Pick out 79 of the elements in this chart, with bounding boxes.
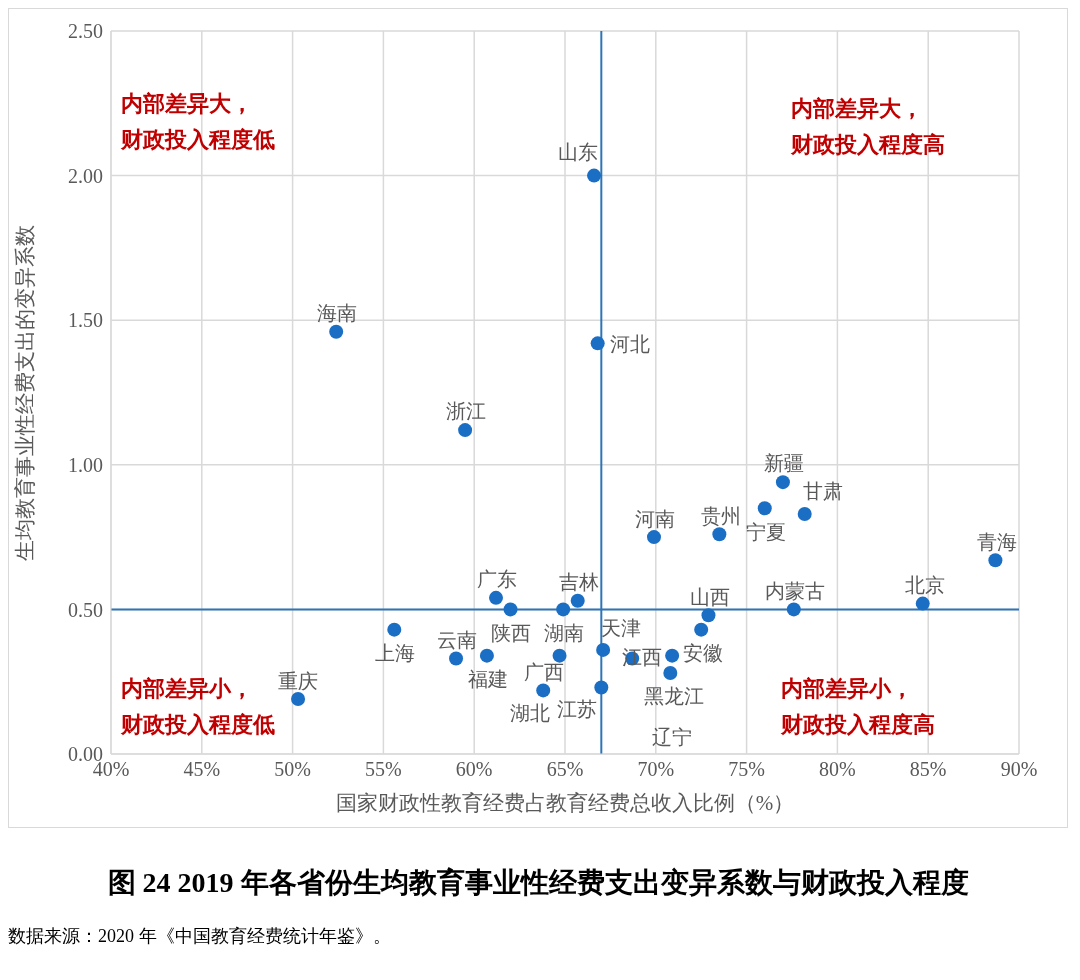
- point: [757, 501, 772, 516]
- annotation: 湖北: [509, 702, 550, 725]
- annotation: 吉林: [558, 571, 599, 594]
- annotation: 广东: [476, 568, 517, 591]
- annotation: 新疆: [764, 452, 805, 475]
- x-tick-label: 55%: [365, 758, 402, 781]
- point: [694, 622, 709, 637]
- x-tick-label: 80%: [819, 758, 856, 781]
- annotation: 内部差异大，财政投入程度高: [790, 96, 945, 157]
- annotation: 贵州: [700, 504, 741, 527]
- point: [590, 336, 605, 351]
- x-tick-label: 85%: [909, 758, 947, 781]
- point: [587, 168, 602, 183]
- point: [329, 324, 344, 339]
- annotation: 上海: [374, 642, 415, 665]
- text: 图 24 2019 年各省份生均教育事业性经费支出变异系数与财政投入程度: [106, 866, 970, 900]
- point: [458, 423, 473, 438]
- point: [552, 648, 567, 663]
- point: [488, 590, 503, 605]
- y-tick-label: 1.50: [68, 309, 103, 332]
- point: [556, 602, 571, 617]
- annotation: 河南: [635, 507, 676, 530]
- annotation: 宁夏: [746, 520, 787, 543]
- point: [712, 527, 727, 542]
- annotation: 江苏: [557, 698, 598, 721]
- point: [387, 622, 402, 637]
- annotation: 云南: [436, 629, 477, 652]
- annotation: 内部差异小，财政投入程度高: [780, 676, 935, 737]
- x-axis-title: 国家财政性教育经费占教育经费总收入比例（%）: [335, 791, 795, 815]
- annotation: 内部差异小，财政投入程度低: [120, 676, 275, 737]
- point: [915, 596, 930, 611]
- point: [797, 506, 812, 521]
- y-axis-title: 生均教育事业性经费支出的变异系数: [13, 224, 38, 561]
- x-tick-label: 65%: [546, 758, 584, 781]
- annotation: 福建: [467, 668, 508, 691]
- point: [988, 553, 1003, 568]
- y-tick-label: 2.50: [68, 20, 103, 43]
- point: [536, 683, 551, 698]
- annotation: 山东: [558, 141, 599, 163]
- annotation: 甘肃: [803, 480, 844, 503]
- annotation: 广西: [524, 661, 565, 684]
- annotation: 内蒙古: [765, 580, 826, 602]
- annotation: 陕西: [491, 622, 532, 644]
- annotation: 青海: [977, 530, 1018, 553]
- x-tick-label: 60%: [455, 758, 493, 781]
- point: [775, 475, 790, 490]
- annotation: 河北: [609, 333, 650, 356]
- point: [701, 608, 716, 623]
- point: [646, 530, 661, 545]
- y-tick-label: 2.00: [68, 164, 103, 187]
- annotation: 海南: [316, 301, 357, 324]
- point: [503, 602, 518, 617]
- annotation: 天津: [601, 616, 642, 639]
- point: [594, 680, 609, 695]
- annotation: 浙江: [445, 400, 486, 423]
- source-note: 数据来源：2020 年《中国教育经费统计年鉴》。: [8, 925, 392, 948]
- point: [596, 642, 611, 657]
- x-tick-label: 75%: [728, 758, 765, 781]
- x-tick-label: 45%: [183, 758, 221, 781]
- y-tick-label: 1.00: [68, 453, 103, 476]
- annotation: 重庆: [278, 669, 319, 692]
- annotation: 黑龙江: [644, 685, 705, 708]
- x-tick-label: 90%: [1000, 758, 1038, 781]
- annotation: 内部差异大，财政投入程度低: [120, 91, 275, 152]
- point: [665, 648, 680, 663]
- point: [449, 651, 464, 666]
- y-tick-label: 0.50: [68, 598, 103, 621]
- annotation: 山西: [689, 585, 730, 608]
- x-tick-label: 50%: [274, 758, 311, 781]
- point: [291, 692, 306, 707]
- point: [786, 602, 801, 617]
- annotation: 辽宁: [651, 725, 692, 748]
- annotation: 安徽: [682, 642, 723, 665]
- point: [570, 593, 585, 608]
- annotation: 北京: [904, 574, 945, 597]
- x-tick-label: 70%: [637, 758, 675, 781]
- point: [479, 648, 494, 663]
- point: [663, 666, 678, 681]
- annotation: 湖南: [544, 622, 585, 644]
